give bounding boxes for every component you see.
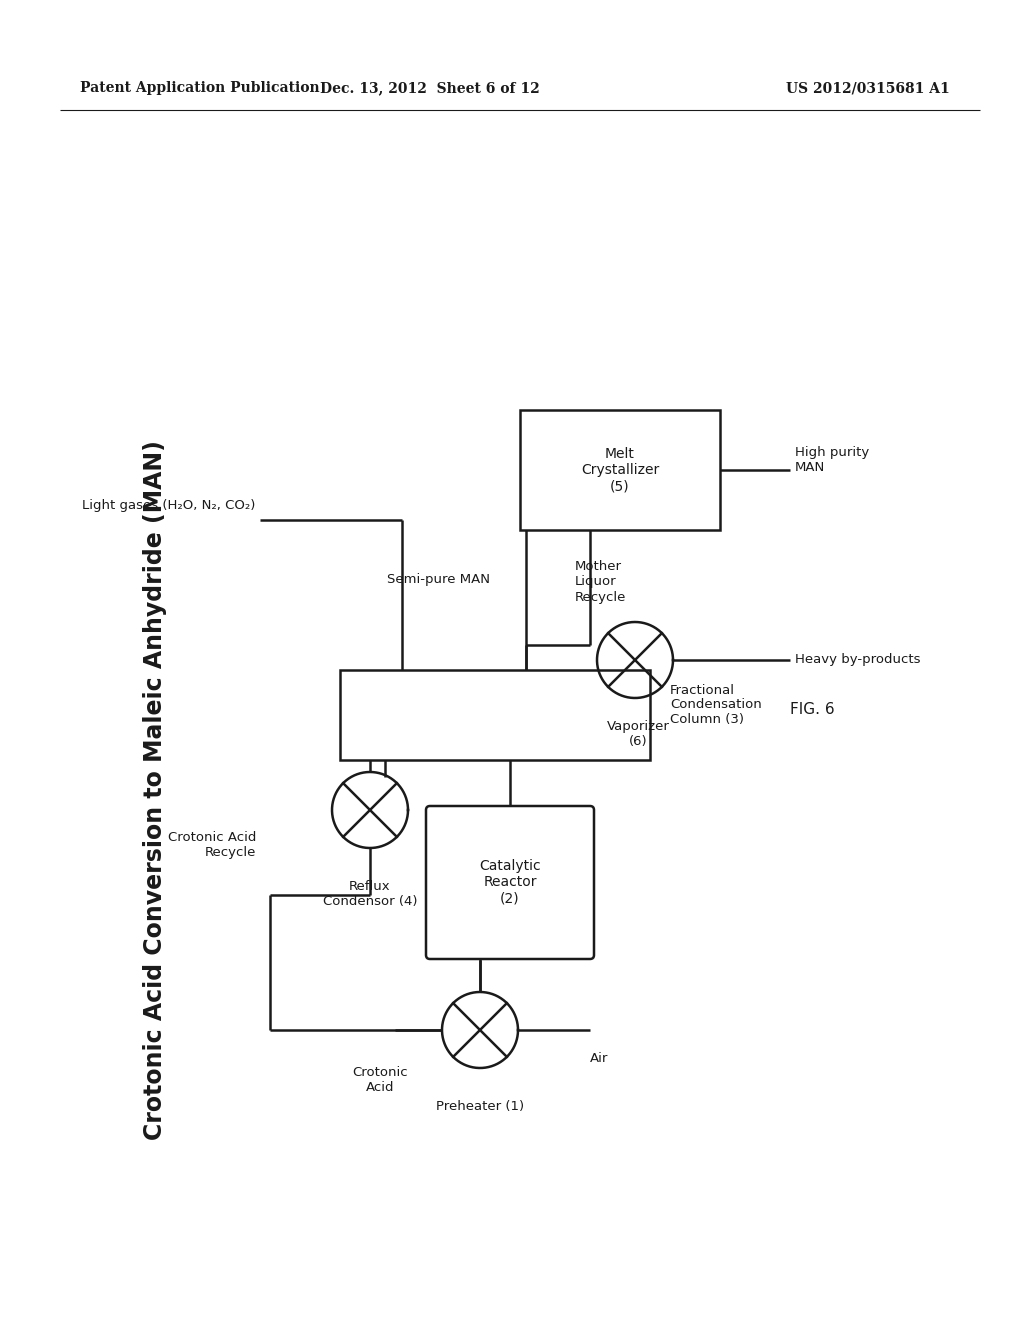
Text: Crotonic Acid
Recycle: Crotonic Acid Recycle: [168, 832, 256, 859]
Text: Preheater (1): Preheater (1): [436, 1100, 524, 1113]
Text: Melt
Crystallizer
(5): Melt Crystallizer (5): [581, 446, 659, 494]
Text: US 2012/0315681 A1: US 2012/0315681 A1: [786, 81, 950, 95]
Text: Catalytic
Reactor
(2): Catalytic Reactor (2): [479, 859, 541, 906]
Text: High purity
MAN: High purity MAN: [795, 446, 869, 474]
Text: Mother
Liquor
Recycle: Mother Liquor Recycle: [575, 561, 627, 603]
FancyBboxPatch shape: [426, 807, 594, 960]
Bar: [340, 671, 650, 760]
Text: Crotonic
Acid: Crotonic Acid: [352, 1067, 408, 1094]
Text: Dec. 13, 2012  Sheet 6 of 12: Dec. 13, 2012 Sheet 6 of 12: [321, 81, 540, 95]
Text: Air: Air: [590, 1052, 608, 1064]
Text: Patent Application Publication: Patent Application Publication: [80, 81, 319, 95]
Text: Crotonic Acid Conversion to Maleic Anhydride (MAN): Crotonic Acid Conversion to Maleic Anhyd…: [143, 440, 167, 1140]
Text: Light gases (H₂O, N₂, CO₂): Light gases (H₂O, N₂, CO₂): [82, 499, 255, 511]
Text: Reflux
Condensor (4): Reflux Condensor (4): [323, 880, 417, 908]
Bar: [520, 411, 720, 531]
Text: Heavy by-products: Heavy by-products: [795, 653, 921, 667]
Text: Semi-pure MAN: Semi-pure MAN: [387, 573, 490, 586]
Text: Vaporizer
(6): Vaporizer (6): [606, 719, 670, 748]
Text: Fractional
Condensation
Column (3): Fractional Condensation Column (3): [670, 684, 762, 726]
Text: FIG. 6: FIG. 6: [790, 702, 835, 718]
